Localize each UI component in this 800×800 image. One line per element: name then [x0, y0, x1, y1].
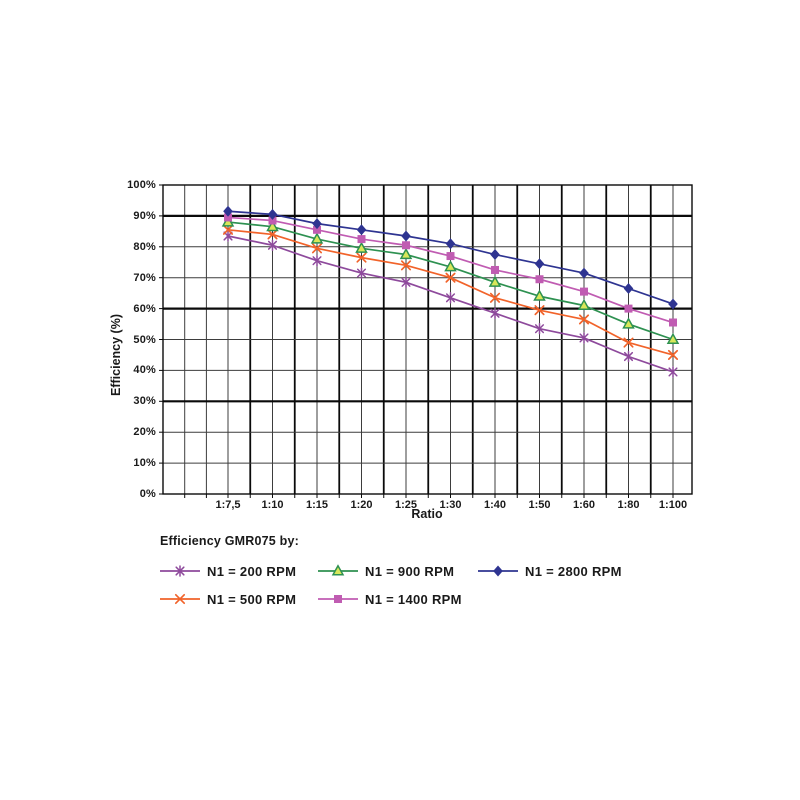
square-marker	[357, 235, 366, 244]
square-marker	[224, 213, 232, 222]
x-tick-label: 1:50	[528, 499, 551, 511]
x-tick-label: 1:40	[483, 499, 507, 511]
legend-swatch-x	[160, 593, 200, 605]
square-marker	[669, 318, 677, 327]
triangle-marker	[399, 247, 413, 260]
asterisk-marker	[579, 333, 589, 343]
x-tick-label: 1:10	[261, 499, 284, 511]
x-tick-label: 1:60	[572, 499, 596, 511]
asterisk-marker	[623, 351, 634, 362]
asterisk-marker	[445, 293, 456, 303]
triangle-marker	[533, 289, 546, 301]
y-tick-label: 30%	[133, 395, 156, 408]
legend-label: N1 = 900 RPM	[365, 563, 455, 579]
x-marker	[534, 305, 545, 316]
y-tick-label: 90%	[133, 209, 156, 222]
legend-title: Efficiency GMR075 by:	[160, 534, 299, 548]
legend-item: N1 = 900 RPM	[318, 563, 454, 579]
x-tick-label: 1:100	[658, 499, 688, 511]
triangle-marker	[444, 260, 457, 272]
diamond-marker	[267, 208, 278, 220]
x-tick-label: 1:7,5	[215, 499, 241, 511]
y-tick-label: 80%	[133, 240, 156, 253]
square-marker	[334, 595, 342, 603]
legend-item: N1 = 200 RPM	[160, 563, 296, 579]
x-marker	[667, 349, 679, 360]
x-marker	[222, 224, 234, 235]
y-tick-label: 0%	[139, 488, 156, 500]
square-marker	[580, 287, 588, 296]
asterisk-marker	[175, 566, 185, 576]
legend-item: N1 = 1400 RPM	[318, 591, 462, 607]
diamond-marker	[493, 565, 503, 577]
triangle-marker	[355, 241, 368, 253]
y-tick-label: 70%	[133, 271, 156, 284]
x-marker	[623, 337, 634, 348]
x-tick-label: 1:30	[439, 499, 462, 511]
triangle-marker	[488, 275, 502, 287]
legend-swatch-diamond	[478, 565, 518, 577]
asterisk-marker	[668, 367, 678, 377]
legend-label: N1 = 500 RPM	[207, 591, 297, 607]
legend-item: N1 = 500 RPM	[160, 591, 296, 607]
x-tick-label: 1:80	[617, 499, 640, 511]
asterisk-marker	[534, 324, 545, 334]
x-marker	[311, 243, 323, 254]
x-marker	[578, 314, 590, 325]
diamond-marker	[445, 238, 456, 250]
diamond-marker	[579, 267, 589, 279]
asterisk-marker	[490, 308, 500, 318]
square-marker	[313, 225, 321, 234]
x-axis-title: Ratio	[411, 507, 443, 521]
square-marker	[624, 304, 633, 313]
x-marker	[400, 260, 412, 271]
diamond-marker	[534, 258, 545, 270]
legend-swatch-square	[318, 595, 358, 603]
legend-swatch-triangle	[318, 564, 358, 576]
x-tick-label: 1:25	[394, 499, 418, 511]
y-tick-label: 20%	[133, 426, 156, 439]
legend-label: N1 = 200 RPM	[207, 563, 297, 579]
asterisk-marker	[401, 277, 411, 287]
y-tick-label: 100%	[127, 179, 156, 191]
legend-label: N1 = 2800 RPM	[525, 563, 622, 579]
asterisk-marker	[267, 240, 278, 250]
square-marker	[491, 265, 499, 274]
x-marker	[356, 252, 367, 263]
square-marker	[402, 241, 410, 250]
square-marker	[535, 275, 544, 284]
diamond-marker	[223, 205, 233, 217]
triangle-marker	[266, 219, 279, 232]
triangle-marker	[666, 332, 680, 345]
y-tick-label: 40%	[133, 364, 156, 377]
asterisk-marker	[356, 268, 367, 278]
triangle-marker	[577, 298, 591, 311]
triangle-marker	[331, 564, 345, 576]
square-marker	[268, 216, 277, 225]
diamond-marker	[623, 283, 634, 295]
legend-swatch-asterisk	[160, 565, 200, 577]
diamond-marker	[401, 230, 411, 242]
x-tick-label: 1:20	[350, 499, 373, 511]
diamond-marker	[356, 224, 367, 236]
x-marker	[174, 593, 186, 605]
triangle-marker	[622, 317, 635, 329]
x-marker	[489, 292, 501, 303]
diamond-marker	[312, 218, 322, 230]
y-tick-label: 60%	[133, 302, 156, 315]
y-tick-label: 10%	[133, 457, 156, 470]
x-marker	[267, 229, 278, 240]
y-tick-label: 50%	[133, 333, 156, 346]
x-marker	[445, 272, 456, 283]
square-marker	[446, 252, 455, 261]
legend-item: N1 = 2800 RPM	[478, 563, 622, 579]
diamond-marker	[490, 249, 500, 261]
diamond-marker	[668, 298, 678, 310]
x-tick-label: 1:15	[305, 499, 329, 511]
triangle-marker	[310, 232, 324, 244]
asterisk-marker	[312, 256, 322, 266]
legend-label: N1 = 1400 RPM	[365, 591, 462, 607]
